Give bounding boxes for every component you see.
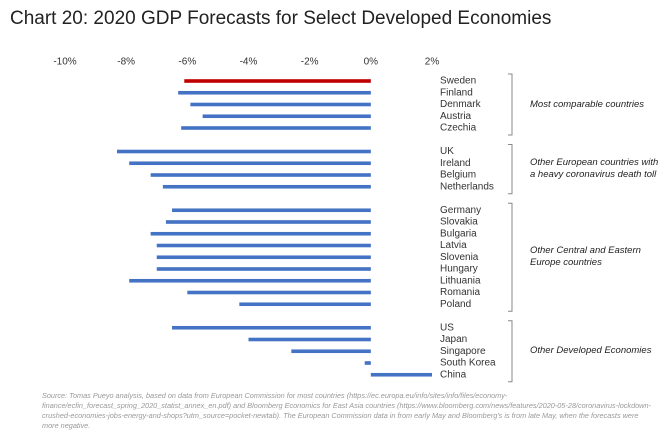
- x-tick-label: -4%: [240, 57, 258, 68]
- bar: [202, 114, 371, 119]
- category-label: Finland: [440, 87, 473, 98]
- bar: [116, 149, 371, 154]
- group-label: Other Central and Eastern Europe countri…: [530, 245, 641, 269]
- group-bracket: [508, 202, 513, 312]
- category-label: Netherlands: [440, 181, 494, 192]
- source-note: Source: Tomas Pueyo analysis, based on d…: [42, 391, 651, 430]
- category-label: Ireland: [440, 158, 471, 169]
- bar: [248, 337, 371, 342]
- category-label: Germany: [440, 205, 481, 216]
- group-bracket: [508, 320, 513, 383]
- bar: [172, 325, 371, 330]
- category-label: China: [440, 369, 467, 380]
- x-tick-label: -2%: [301, 57, 319, 68]
- x-tick-label: 2%: [425, 57, 440, 68]
- category-label: Austria: [440, 111, 472, 122]
- group-label: Other Developed Economies: [530, 345, 652, 357]
- category-label: South Korea: [440, 358, 496, 369]
- bar: [165, 220, 371, 224]
- category-label: Sweden: [440, 76, 476, 87]
- bar: [162, 184, 371, 189]
- category-label: Latvia: [440, 240, 467, 251]
- bar: [370, 372, 432, 377]
- x-tick-label: -6%: [178, 57, 196, 68]
- bar: [156, 243, 371, 248]
- category-label: Poland: [440, 299, 471, 310]
- bar: [291, 349, 371, 354]
- bar: [187, 290, 371, 295]
- x-tick-label: 0%: [364, 57, 379, 68]
- bar: [150, 173, 371, 177]
- bar: [172, 208, 371, 213]
- category-label: US: [440, 322, 454, 333]
- x-tick-label: -10%: [53, 57, 76, 68]
- bar: [129, 161, 371, 166]
- bar: [129, 278, 371, 283]
- bar: [181, 126, 371, 130]
- bar: [178, 90, 371, 95]
- x-tick-label: -8%: [117, 57, 135, 68]
- bar: [150, 231, 371, 236]
- group-label: Other European countries with a heavy co…: [530, 157, 659, 181]
- category-label: Japan: [440, 334, 467, 345]
- bar: [156, 267, 371, 271]
- category-label: Lithuania: [440, 275, 481, 286]
- category-label: Hungary: [440, 264, 478, 275]
- category-label: UK: [440, 146, 454, 157]
- bar: [364, 361, 371, 365]
- category-label: Belgium: [440, 170, 476, 181]
- group-label: Most comparable countries: [530, 98, 645, 110]
- chart-title: Chart 20: 2020 GDP Forecasts for Select …: [10, 8, 552, 29]
- group-bracket: [508, 73, 513, 136]
- bar: [184, 79, 371, 83]
- category-label: Singapore: [440, 346, 486, 357]
- category-label: Denmark: [440, 99, 482, 110]
- category-label: Bulgaria: [440, 228, 477, 239]
- category-label: Slovenia: [440, 252, 479, 263]
- category-label: Romania: [440, 287, 480, 298]
- bar: [156, 255, 371, 260]
- bar: [190, 102, 371, 107]
- group-bracket: [508, 144, 513, 195]
- bar: [239, 302, 371, 307]
- category-label: Slovakia: [440, 217, 478, 228]
- category-label: Czechia: [440, 123, 477, 134]
